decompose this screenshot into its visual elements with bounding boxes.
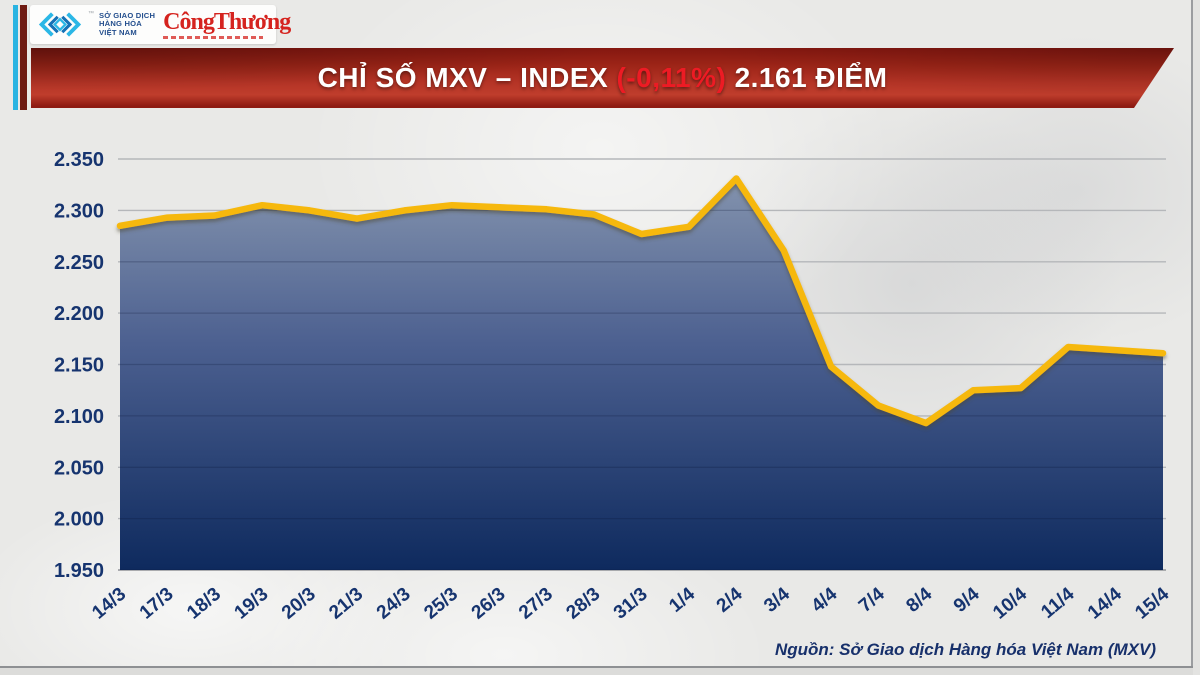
window-frame-bottom [0,668,1193,675]
x-tick-label: 27/3 [515,584,557,624]
trademark-symbol: ™ [88,11,94,17]
x-tick-label: 24/3 [373,584,415,624]
x-tick-label: 25/3 [420,584,462,624]
x-tick-label: 7/4 [855,583,889,616]
window-frame-bottom-line [0,666,1193,668]
accent-bar-cyan [13,5,18,110]
window-frame-right-line [1191,0,1193,675]
chart-title-text: CHỈ SỐ MXV – INDEX [317,62,617,93]
chart-area-fill [120,178,1163,570]
y-tick-label: 2.350 [54,149,104,171]
x-tick-label: 20/3 [278,584,320,624]
accent-bar-maroon [20,5,27,110]
x-tick-label: 2/4 [713,583,747,616]
y-tick-label: 1.950 [54,560,104,582]
x-tick-label: 19/3 [231,584,273,624]
org-line-3: VIỆT NAM [99,27,137,37]
chart-title-value: 2.161 ĐIỂM [726,62,888,93]
x-tick-label: 1/4 [665,583,699,616]
x-tick-label: 14/4 [1084,583,1126,623]
x-tick-label: 17/3 [136,584,178,624]
org-line-1: SỞ GIAO DỊCH [99,10,156,20]
x-tick-label: 14/3 [88,584,130,624]
x-tick-label: 28/3 [562,584,604,624]
congthuong-logo: CôngThương [163,9,291,39]
window-frame-right [1193,0,1200,675]
y-tick-label: 2.100 [54,406,104,428]
y-tick-label: 2.150 [54,355,104,377]
source-caption: Nguồn: Sở Giao dịch Hàng hóa Việt Nam (M… [774,640,1156,659]
y-tick-label: 2.300 [54,200,104,222]
index-line [116,175,1167,427]
x-tick-label: 9/4 [950,583,984,616]
chart-title-change: (-0,11%) [616,62,727,93]
x-tick-label: 21/3 [325,584,367,624]
org-line-2: HÀNG HÓA [99,19,142,29]
mxv-org-name: SỞ GIAO DỊCH HÀNG HÓA VIỆT NAM [99,10,156,38]
logo-card: ™ SỞ GIAO DỊCH HÀNG HÓA VIỆT NAM CôngThư… [30,5,291,44]
newspaper-tagline-strip [163,36,264,39]
mxv-logo-icon [38,12,82,37]
x-tick-label: 15/4 [1131,583,1173,623]
x-tick-label: 3/4 [760,583,794,616]
x-tick-label: 18/3 [183,584,225,624]
title-banner: CHỈ SỐ MXV – INDEX (-0,11%) 2.161 ĐIỂM [31,48,1174,108]
x-tick-label: 11/4 [1037,583,1078,622]
y-tick-label: 2.000 [54,509,104,531]
x-tick-label: 4/4 [808,583,842,616]
x-tick-label: 8/4 [902,583,936,616]
y-tick-label: 2.250 [54,252,104,274]
y-tick-label: 2.050 [54,457,104,479]
newspaper-name: CôngThương [163,9,291,35]
x-tick-label: 31/3 [610,584,652,624]
x-tick-label: 10/4 [989,583,1031,623]
x-tick-label: 26/3 [468,584,510,624]
y-tick-label: 2.200 [54,303,104,325]
